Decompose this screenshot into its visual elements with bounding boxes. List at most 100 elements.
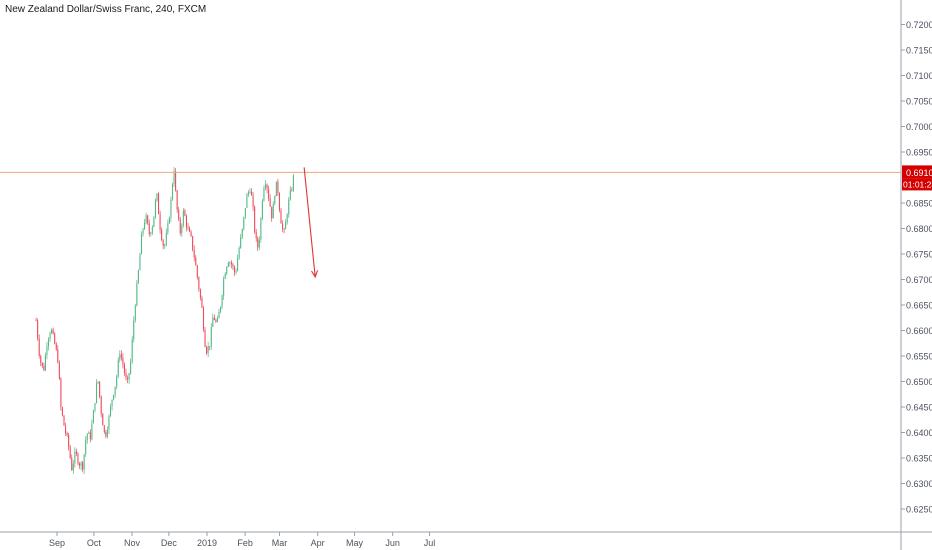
candle-body (120, 354, 122, 358)
time-tick-label: Dec (161, 538, 178, 548)
candle-body (249, 191, 251, 193)
candle-body (170, 199, 172, 218)
candle-body (206, 346, 208, 354)
price-tick-label: 0.6950 (906, 148, 932, 158)
candle-body (232, 264, 234, 267)
candle-body (277, 181, 279, 194)
candle-body (212, 317, 214, 327)
candle-body (44, 354, 46, 371)
candle-body (216, 318, 218, 322)
candle-body (133, 320, 135, 340)
candle-body (47, 339, 50, 347)
candle-body (126, 378, 129, 380)
candle-body (173, 171, 175, 185)
candle-body (140, 233, 143, 255)
candle-body (281, 223, 284, 230)
candle-body (224, 273, 226, 279)
candle-body (64, 425, 67, 433)
candle-body (275, 181, 277, 196)
candle-body (164, 244, 166, 246)
candle-body (69, 446, 71, 458)
price-tick-label: 0.7150 (906, 46, 932, 56)
candle-body (192, 235, 194, 250)
candle-body (235, 271, 237, 273)
candle-body (85, 440, 87, 455)
candle-body (82, 462, 84, 470)
candle-body (150, 232, 152, 235)
candle-body (207, 346, 209, 354)
candle-body (199, 289, 201, 298)
candle-body (201, 297, 203, 308)
candle-body (41, 362, 43, 366)
candle-body (184, 210, 186, 216)
candle-body (80, 462, 82, 466)
candle-body (187, 227, 189, 229)
price-tick-label: 0.7200 (906, 20, 932, 30)
candle-body (176, 190, 178, 210)
candle-body (91, 423, 93, 440)
candle-body (77, 453, 79, 464)
candle-body (254, 206, 256, 233)
candle-body (106, 429, 108, 437)
candle-body (161, 229, 163, 240)
candle-body (171, 184, 174, 200)
candle-body (43, 365, 45, 371)
candle-body (278, 193, 280, 211)
current-price-tag (902, 165, 932, 179)
candle-body (154, 200, 156, 217)
price-tick-label: 0.6500 (906, 377, 932, 387)
price-tick-label: 0.6700 (906, 275, 932, 285)
time-tick-label: Nov (124, 538, 141, 548)
price-tick-label: 0.6600 (906, 326, 932, 336)
candle-body (119, 354, 121, 360)
candle-body (264, 184, 267, 188)
candle-body (125, 372, 127, 379)
candle-body (213, 317, 215, 321)
candle-body (148, 223, 150, 235)
candle-body (255, 232, 257, 239)
candle-body (103, 425, 105, 433)
candle-body (114, 386, 116, 395)
candle-body (66, 432, 68, 435)
price-tick-label: 0.6650 (906, 301, 932, 311)
candle-body (156, 193, 158, 201)
candle-body (58, 362, 60, 379)
candle-body (185, 215, 187, 228)
candle-body (258, 239, 260, 248)
candle-body (111, 399, 113, 407)
candle-body (175, 171, 177, 191)
candle-body (130, 361, 132, 374)
candle-body (202, 307, 205, 330)
time-tick-label: Oct (87, 538, 102, 548)
candle-body (100, 396, 102, 414)
candle-body (247, 192, 249, 195)
candle-body (250, 191, 253, 196)
countdown-label: 01:01:28 (903, 179, 932, 189)
candle-body (271, 206, 273, 219)
candle-body (139, 254, 141, 271)
price-tick-label: 0.6250 (906, 505, 932, 515)
candle-body (241, 228, 243, 238)
candle-body (289, 190, 291, 200)
candle-body (198, 277, 200, 290)
candle-body (261, 200, 263, 219)
candle-body (190, 231, 192, 236)
candle-body (280, 210, 282, 224)
candle-body (60, 378, 62, 408)
candle-body (95, 382, 98, 403)
candle-body (283, 229, 285, 230)
candle-body (46, 346, 48, 355)
candle-body (151, 226, 153, 233)
projection-arrow-head (311, 270, 319, 279)
candle-body (109, 406, 112, 416)
candle-body (89, 432, 91, 440)
candle-body (57, 349, 59, 363)
candle-body (145, 215, 147, 223)
candle-body (131, 339, 133, 362)
candle-body (123, 364, 125, 373)
price-tick-label: 0.6300 (906, 479, 932, 489)
candle-body (240, 237, 242, 248)
candle-body (117, 359, 119, 377)
time-tick-label: May (346, 538, 364, 548)
